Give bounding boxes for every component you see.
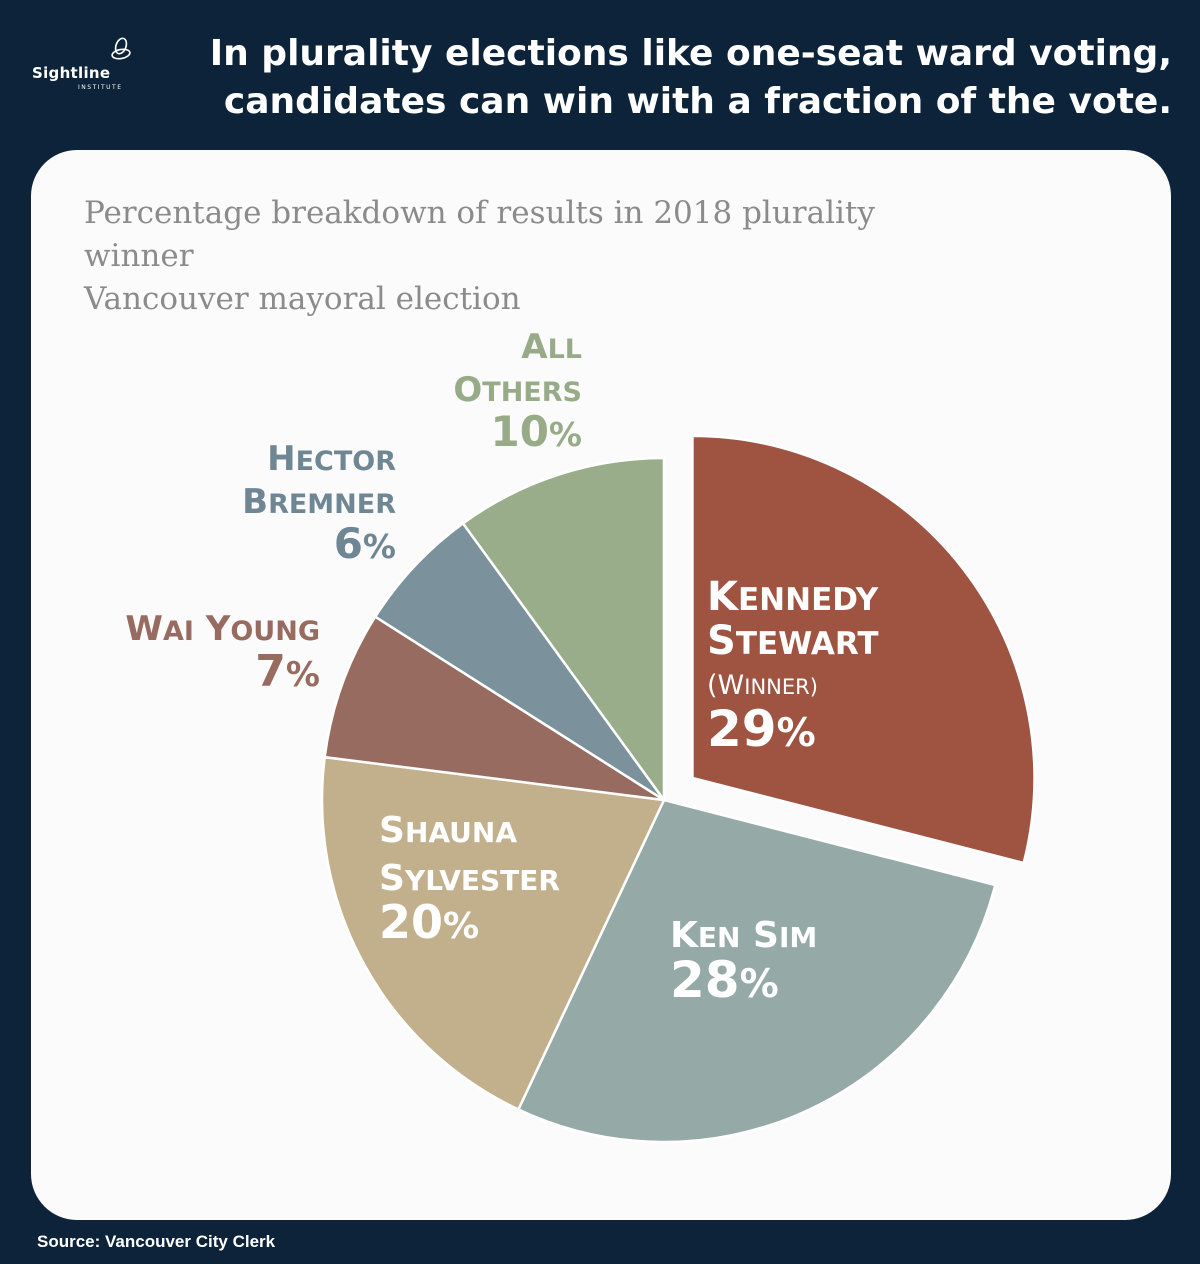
slice-value-label: 7% bbox=[255, 646, 320, 697]
headline-line-1: In plurality elections like one-seat war… bbox=[209, 33, 1172, 74]
logo-name: Sightline bbox=[32, 64, 111, 82]
slice-label: (WINNER) bbox=[707, 670, 818, 701]
slice-value-label: 20% bbox=[379, 895, 479, 949]
slice-label: KEN SIM bbox=[670, 915, 817, 956]
slice-label: ALL bbox=[521, 327, 582, 367]
logo-subtitle: INSTITUTE bbox=[78, 84, 123, 91]
slice-value-label: 29% bbox=[707, 700, 816, 758]
pie-slice bbox=[320, 755, 666, 1111]
sightline-knot-icon bbox=[111, 37, 131, 60]
slice-label: SHAUNA bbox=[379, 810, 517, 851]
pie-slice bbox=[373, 522, 666, 802]
slice-label: OTHERS bbox=[453, 370, 582, 410]
chart-subtitle-line-1: Percentage breakdown of results in 2018 … bbox=[84, 195, 875, 274]
slice-label: SYLVESTER bbox=[379, 858, 560, 899]
slice-label: KENNEDY bbox=[707, 574, 879, 620]
pie-slice bbox=[461, 456, 666, 802]
headline: In plurality elections like one-seat war… bbox=[152, 30, 1172, 126]
slice-value-label: 6% bbox=[334, 519, 396, 568]
slice-label: HECTOR bbox=[267, 439, 396, 479]
chart-subtitle: Percentage breakdown of results in 2018 … bbox=[84, 192, 984, 321]
slice-label: BREMNER bbox=[242, 482, 396, 522]
headline-line-2: candidates can win with a fraction of th… bbox=[223, 81, 1172, 122]
slice-value-label: 10% bbox=[490, 407, 582, 456]
chart-subtitle-line-2: Vancouver mayoral election bbox=[84, 281, 521, 317]
slice-value-label: 28% bbox=[670, 951, 779, 1009]
source-note: Source: Vancouver City Clerk bbox=[37, 1232, 276, 1251]
slice-label: WAI YOUNG bbox=[125, 609, 320, 649]
pie-slice bbox=[517, 798, 997, 1144]
slice-label: STEWART bbox=[707, 618, 879, 664]
pie-slice bbox=[691, 434, 1036, 865]
sightline-logo: Sightline INSTITUTE bbox=[26, 36, 136, 96]
pie-slice bbox=[323, 615, 666, 802]
